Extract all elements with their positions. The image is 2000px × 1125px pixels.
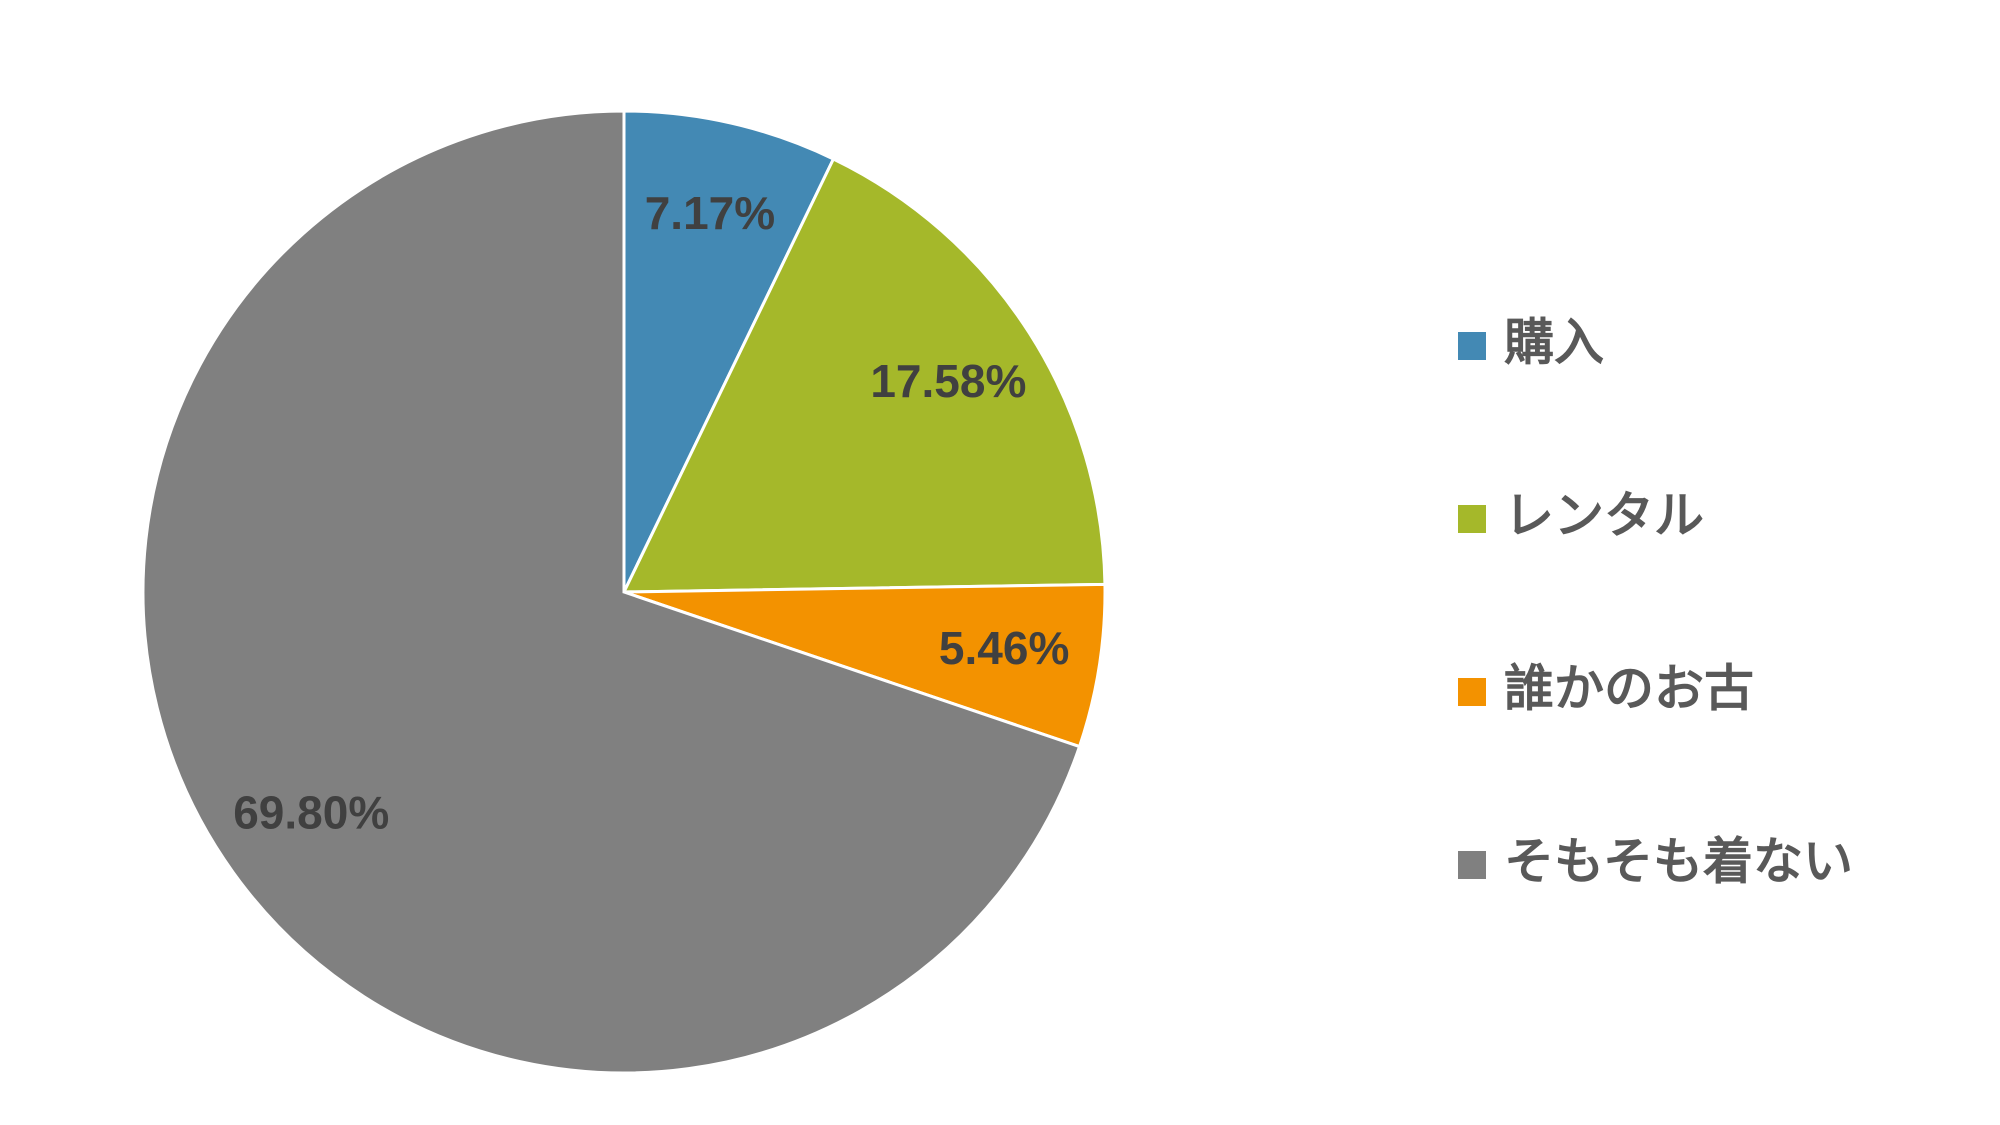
pie-slice bbox=[622, 109, 836, 593]
data-label: 7.17% bbox=[645, 187, 775, 239]
data-label: 5.46% bbox=[939, 622, 1069, 674]
legend-swatch bbox=[1458, 505, 1486, 533]
legend-label: レンタル bbox=[1504, 487, 1704, 545]
legend-swatch bbox=[1458, 851, 1486, 879]
legend-label: 誰かのお古 bbox=[1504, 660, 1754, 718]
legend-swatch bbox=[1458, 678, 1486, 706]
data-label: 69.80% bbox=[233, 786, 389, 838]
pie-slice bbox=[621, 156, 1107, 594]
pie-slice bbox=[623, 582, 1107, 749]
legend-swatch bbox=[1458, 332, 1486, 360]
pie-slice bbox=[141, 109, 1082, 1075]
legend-label: 購入 bbox=[1504, 314, 1604, 372]
data-label: 17.58% bbox=[870, 355, 1026, 407]
legend-label: そもそも着ない bbox=[1504, 833, 1853, 891]
